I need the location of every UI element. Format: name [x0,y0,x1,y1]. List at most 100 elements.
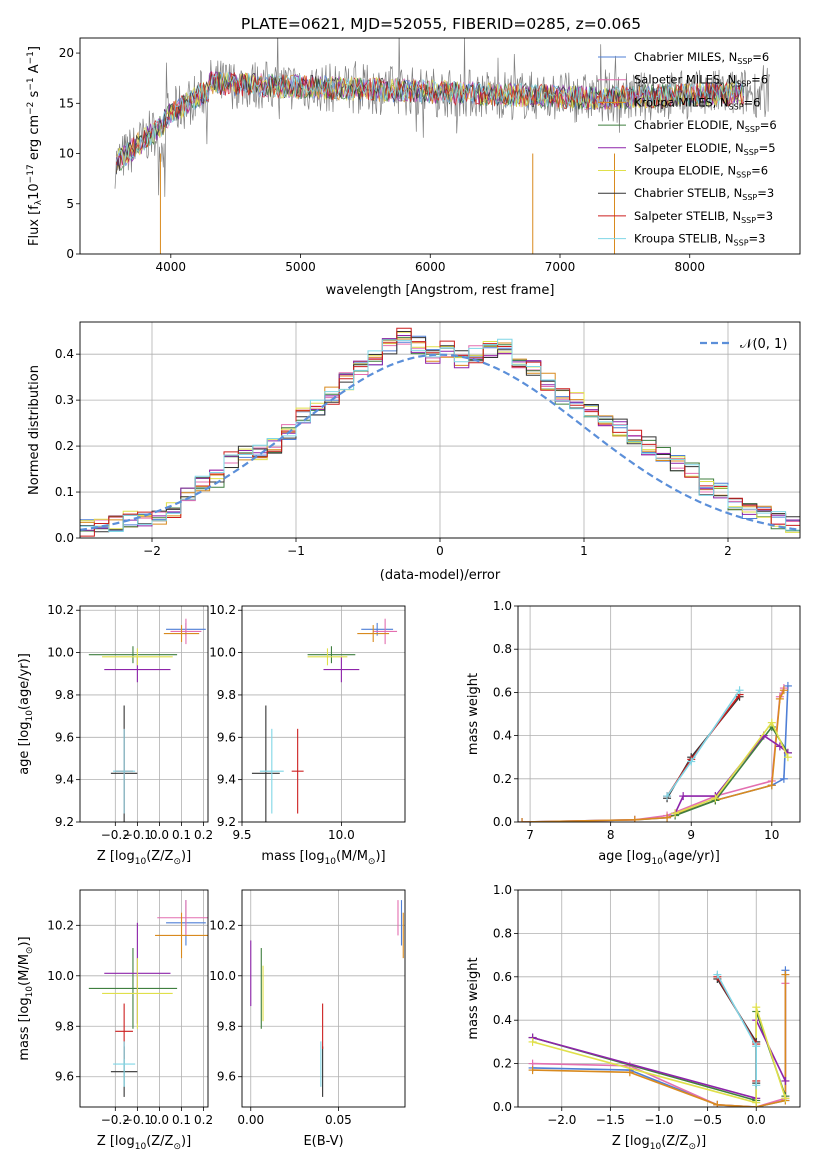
y-axis-label: mass [log10(M/M⊙)] [17,936,35,1060]
x-tick-label: 1 [580,544,588,558]
y-tick-label: 0.4 [493,729,512,743]
y-tick-label: 10.2 [47,603,74,617]
series-kroupa-stelib [713,970,761,1090]
axes-frame [79,37,801,255]
y-tick-label: 1.0 [493,599,512,613]
y-tick-label: 9.2 [217,815,236,829]
x-tick-label: 5000 [285,260,316,274]
y-axis-label: Flux [fλ10−17 erg cm−2 s−1 A−1] [26,46,44,246]
y-tick-label: 10.2 [209,918,236,932]
plot-area [88,900,208,1097]
point-kroupa-stelib [259,728,284,814]
y-tick-label: 9.8 [55,1019,74,1033]
plot-area [251,618,398,822]
hist-kroupa-stelib [80,338,800,532]
point-kroupa-miles [357,625,390,642]
point-chabrier-stelib [251,705,280,822]
y-axis-label: age [log10(age/yr)] [17,653,35,775]
y-tick-label: 0.0 [493,815,512,829]
axes-frame [517,889,801,1108]
x-axis-label: Z [log10(Z/Z⊙)] [97,1134,191,1152]
y-tick-label: 9.8 [55,688,74,702]
x-axis-label: (data-model)/error [380,568,501,583]
y-tick-label: 10.0 [47,646,74,660]
x-axis-label: mass [log10(M/M⊙)] [261,849,385,867]
x-tick-label: −2.0 [547,1113,576,1127]
x-axis-label: age [log10(age/yr)] [598,849,720,867]
axes-frame [241,605,406,823]
x-tick-label: 8 [607,828,615,842]
point-salpeter-miles [157,900,208,936]
y-axis-label: Normed distribution [27,365,42,495]
y-tick-label: 0.6 [493,970,512,984]
y-tick-label: 10.0 [209,646,236,660]
x-tick-label: −0.2 [101,1113,130,1127]
y-tick-label: 0.0 [493,1100,512,1114]
x-tick-label: 0.0 [150,828,169,842]
y-tick-label: 10.2 [47,918,74,932]
x-tick-label: 0 [436,544,444,558]
x-axis-label: Z [log10(Z/Z⊙)] [612,1134,706,1152]
y-tick-label: 9.6 [217,730,236,744]
x-axis-label: wavelength [Angstrom, rest frame] [326,283,555,298]
series-kroupa-elodie [671,718,792,818]
y-tick-label: 0.2 [493,1057,512,1071]
axes-frame [79,605,209,823]
x-tick-label: 7000 [545,260,576,274]
y-tick-label: 0.6 [493,685,512,699]
x-tick-label: 10.0 [328,828,355,842]
y-tick-label: 9.6 [55,1070,74,1084]
y-tick-label: 9.4 [217,773,236,787]
series-chabrier-stelib [713,974,761,1088]
legend-entry: Kroupa STELIB, NSSP=3 [634,232,765,248]
y-tick-label: 0.1 [55,485,74,499]
x-tick-label: 6000 [415,260,446,274]
y-tick-label: 9.8 [217,1019,236,1033]
point-salpeter-miles [373,618,398,645]
x-tick-label: −0.2 [101,828,130,842]
plot-area [114,38,770,254]
point-chabrier-elodie [88,948,178,1029]
plot-area [80,327,800,537]
y-tick-label: 0.4 [55,347,74,361]
point-kroupa-elodie [307,648,348,666]
y-tick-label: 0.8 [493,926,512,940]
plot-area [250,900,404,1097]
x-tick-label: −0.5 [693,1113,722,1127]
axes-frame [79,321,801,539]
legend-entry: Kroupa ELODIE, NSSP=6 [634,164,768,180]
x-tick-label: 4000 [156,260,187,274]
plot-area [518,681,792,822]
figure-title: PLATE=0621, MJD=52055, FIBERID=0285, z=0… [241,15,641,33]
axes-frame [517,605,801,823]
y-tick-label: 10.2 [209,603,236,617]
model-kroupa-stelib [115,72,745,167]
y-tick-label: 0.2 [55,439,74,453]
series-salpeter-elodie [671,731,792,818]
x-tick-label: 0.1 [172,1113,191,1127]
y-tick-label: 0.8 [493,642,512,656]
x-tick-label: 0.00 [237,1113,264,1127]
point-kroupa-stelib [113,1041,136,1087]
x-axis-label: E(B-V) [303,1134,343,1149]
x-tick-label: 0.2 [194,1113,213,1127]
legend-entry: Chabrier STELIB, NSSP=3 [634,186,774,202]
y-tick-label: 15 [59,96,74,110]
axes-frame [241,889,406,1108]
y-tick-label: 5 [66,197,74,211]
x-tick-label: −0.1 [123,1113,152,1127]
point-kroupa-miles [163,625,200,642]
x-tick-label: 0.0 [150,1113,169,1127]
y-tick-label: 0.3 [55,393,74,407]
point-kroupa-elodie [102,958,173,1029]
legend-entry: Kroupa MILES, NSSP=6 [634,95,760,111]
x-tick-label: 0.1 [172,828,191,842]
legend-entry: Salpeter ELODIE, NSSP=5 [634,141,776,157]
x-tick-label: 9.5 [232,828,251,842]
plot-area [528,966,790,1107]
y-tick-label: 9.4 [55,773,74,787]
x-tick-label: −1 [287,544,305,558]
point-kroupa-miles [155,912,208,959]
plot-area [88,618,206,822]
x-tick-label: 8000 [674,260,705,274]
